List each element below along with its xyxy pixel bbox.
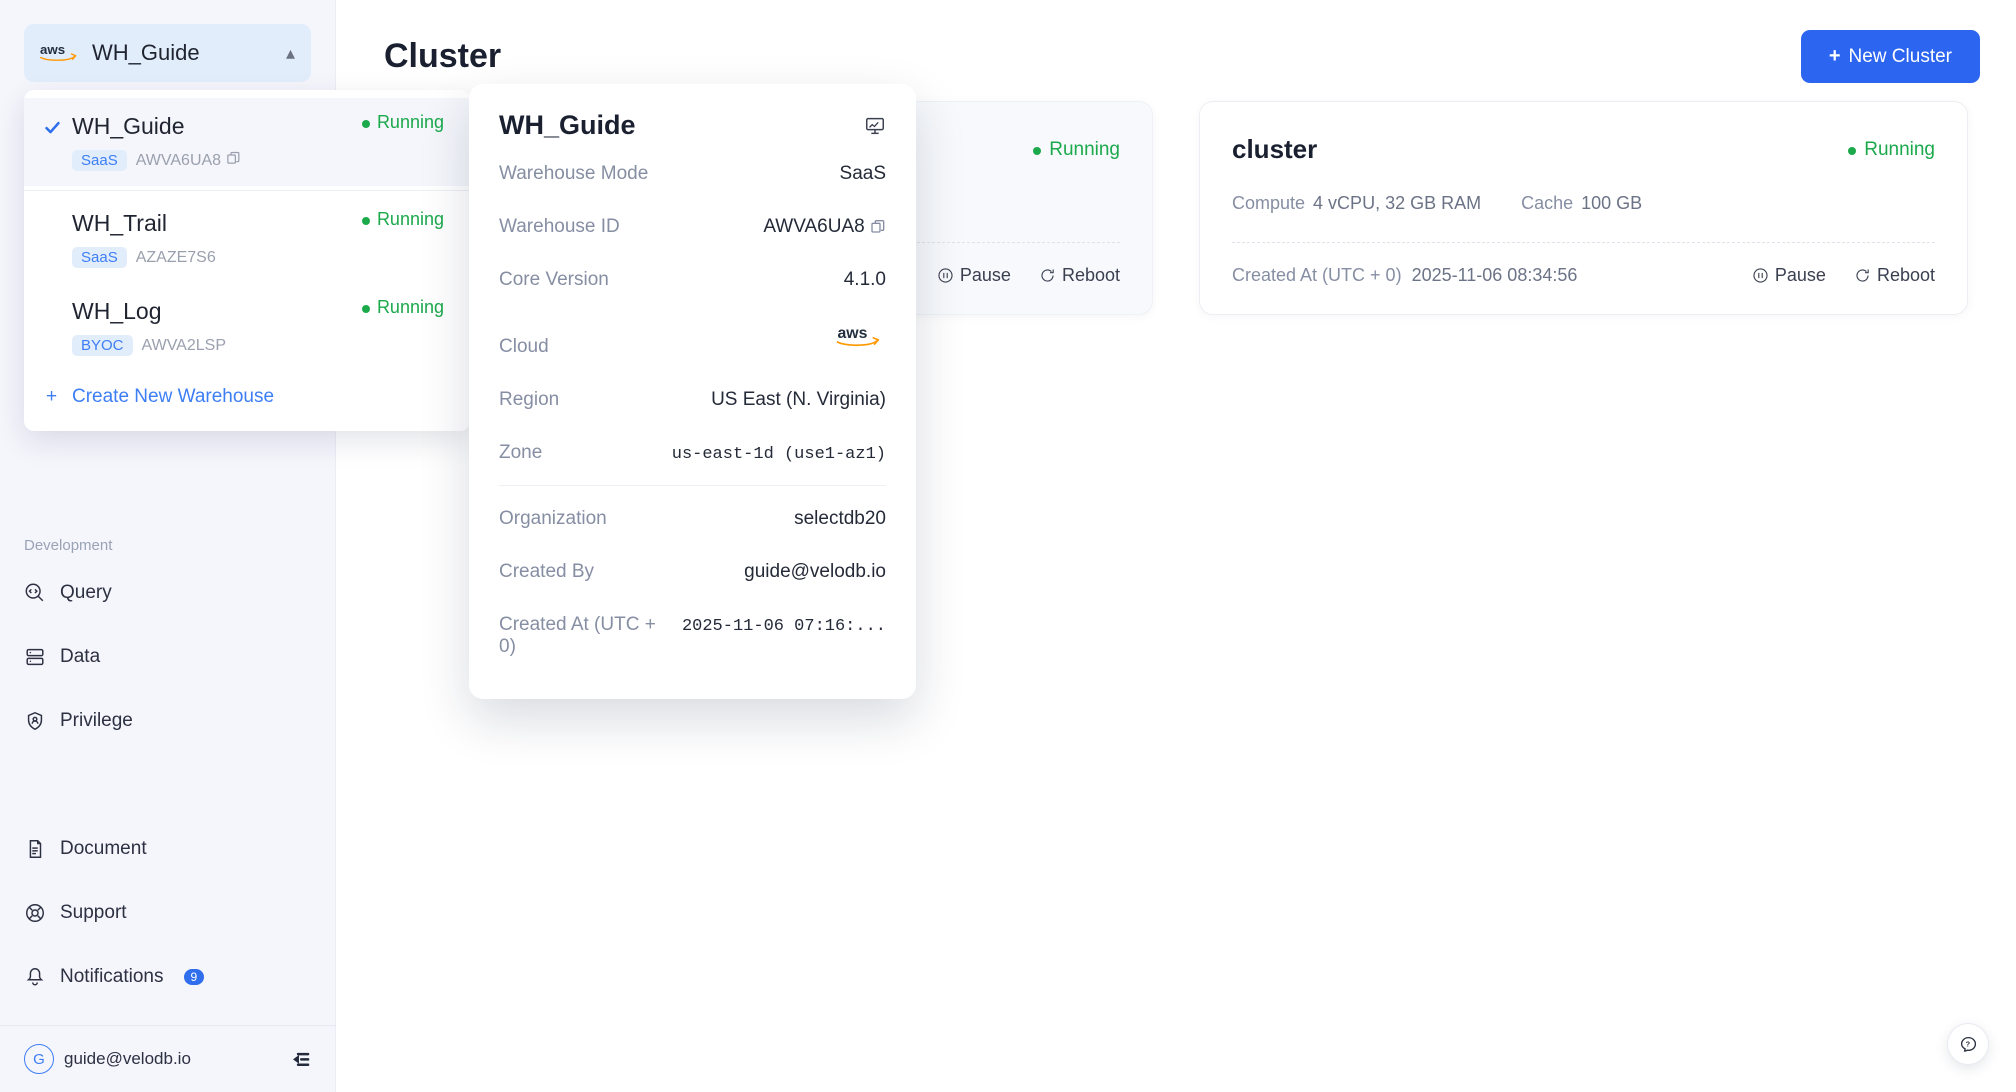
svg-text:?: ? — [1965, 1039, 1970, 1048]
svg-text:aws: aws — [838, 324, 868, 341]
svg-text:aws: aws — [40, 42, 65, 57]
